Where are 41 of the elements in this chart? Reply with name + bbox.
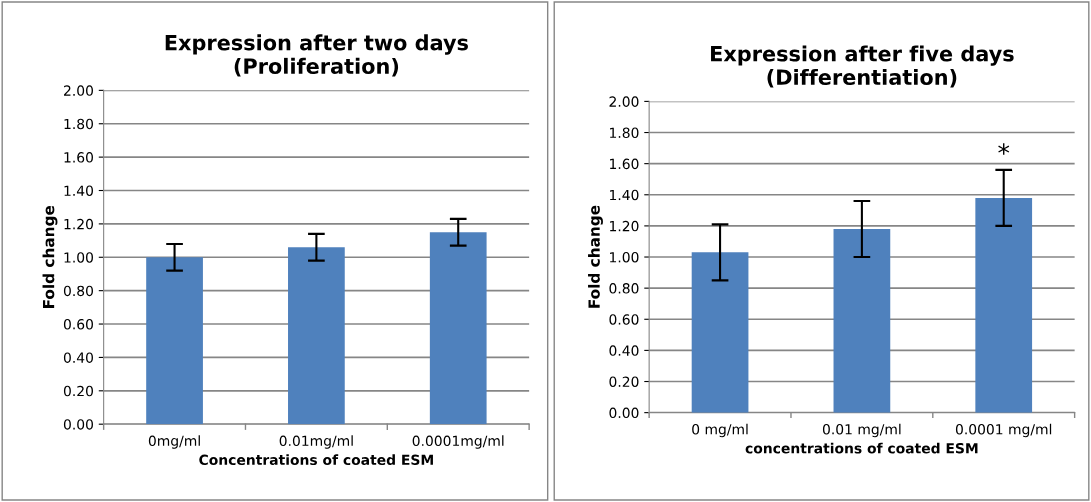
y-tick-label: 1.20: [610, 220, 639, 232]
y-tick-label: 2.00: [609, 96, 639, 107]
chart-title: Expression after five days (Differentiation): [711, 45, 1014, 88]
y-tick-label: 1.00: [610, 251, 639, 263]
y-tick-label: 1.00: [64, 252, 93, 263]
y-tick-label: 1.60: [610, 158, 639, 170]
y-tick-label: 2.00: [64, 85, 93, 96]
y-axis-title: Fold change: [588, 205, 603, 308]
y-tick-label: 1.40: [610, 189, 639, 201]
x-tick-label: 0.0001 mg/ml: [955, 423, 1052, 438]
y-tick-label: 0.80: [609, 283, 639, 294]
x-axis-title: concentrations of coated ESM: [745, 442, 978, 454]
x-axis-title: Concentrations of coated ESM: [199, 454, 433, 466]
y-tick-label: 1.80: [64, 118, 93, 130]
y-tick-label: 0.60: [63, 319, 93, 330]
x-tick-label: 0.0001mg/ml: [412, 435, 504, 449]
y-tick-label: 1.60: [64, 152, 93, 163]
y-tick-label: 0.20: [609, 376, 639, 387]
y-tick-label: 0.80: [63, 285, 93, 297]
bar: [288, 247, 345, 425]
x-tick-label: 0 mg/ml: [692, 423, 748, 438]
y-tick-label: 0.60: [609, 314, 639, 325]
y-tick-label: 0.40: [609, 345, 639, 356]
bar: [146, 257, 203, 425]
y-tick-label: 0.00: [609, 407, 639, 419]
chart-title: Expression after two days (Proliferation): [165, 34, 468, 77]
y-tick-label: 1.40: [64, 185, 93, 196]
y-tick-label: 0.20: [63, 385, 93, 397]
y-tick-label: 1.20: [64, 218, 93, 230]
x-tick-label: 0.01mg/ml: [279, 435, 353, 449]
annotation: *: [998, 143, 1010, 155]
bar: [975, 197, 1033, 413]
y-tick-label: 0.00: [63, 419, 93, 430]
bar: [429, 232, 487, 425]
y-axis-title: Fold change: [42, 205, 58, 308]
y-tick-label: 0.40: [63, 352, 93, 363]
bar: [833, 229, 891, 413]
x-tick-label: 0.01 mg/ml: [822, 423, 901, 438]
x-tick-label: 0mg/ml: [148, 435, 200, 449]
bar: [691, 252, 749, 413]
y-tick-label: 1.80: [610, 127, 639, 138]
